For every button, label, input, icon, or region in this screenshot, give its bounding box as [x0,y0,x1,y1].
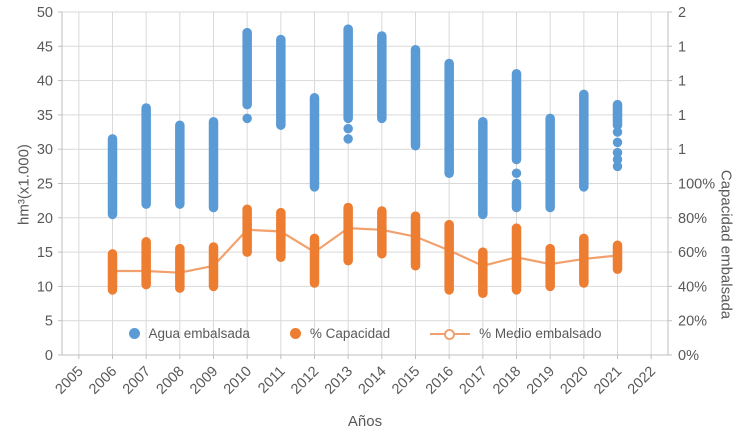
right-tick-label: 100% [678,177,715,193]
x-tick-label: 2020 [558,364,592,398]
agua-embalsada-point [343,123,353,134]
x-tick-label: 2021 [591,364,625,398]
left-tick-label: 40 [37,74,53,90]
legend-label: % Capacidad [309,326,391,341]
legend-dot-marker [289,328,301,339]
left-tick-label: 5 [45,314,53,330]
legend-item-pct-capacidad: % Capacidad [289,326,391,341]
x-tick-label: 2017 [457,364,491,398]
left-tick-label: 30 [37,142,53,158]
legend: Agua embalsada % Capacidad % Medio embalsa… [62,326,668,341]
agua-embalsada-point [612,161,623,172]
right-tick-label: 40% [678,279,707,295]
x-tick-label: 2014 [356,364,390,398]
x-tick-label: 2012 [288,364,322,398]
right-tick-label: 1 [678,39,686,55]
legend-item-agua-embalsada: Agua embalsada [128,326,250,341]
x-tick-label: 2007 [120,364,154,398]
left-tick-label: 10 [37,279,53,295]
x-tick-label: 2006 [86,364,120,398]
agua-embalsada-point [612,127,623,137]
right-tick-label: 2 [678,5,686,21]
agua-embalsada-point [511,168,522,178]
x-tick-label: 2016 [423,364,457,398]
left-tick-label: 20 [37,211,53,227]
x-tick-label: 2008 [154,364,188,398]
right-tick-label: 1 [678,108,686,124]
left-tick-label: 35 [37,108,53,124]
agua-embalsada-point [612,137,623,148]
right-tick-label: 20% [678,314,707,330]
x-tick-label: 2009 [187,364,221,398]
agua-embalsada-point [242,113,252,124]
left-axis-title: hm³(x1.000) [15,144,33,225]
agua-embalsada-point [612,154,623,165]
legend-item-pct-medio-embalsado: % Medio embalsado [430,326,601,341]
right-tick-label: 1 [678,74,686,90]
agua-embalsada-point [612,147,623,158]
x-tick-label: 2010 [221,364,255,398]
right-tick-label: 1 [678,142,686,158]
right-tick-label: 60% [678,245,707,261]
x-tick-label: 2019 [524,364,558,398]
left-tick-label: 45 [37,39,53,55]
pct-medio-embalsado-line [112,226,618,274]
x-tick-label: 2005 [53,364,87,398]
x-axis-title: Años [347,413,383,430]
right-axis-title: Capacidad embalsada [717,169,735,320]
legend-label: Agua embalsada [148,326,250,341]
legend-line-circle-marker [430,328,471,340]
x-tick-label: 2018 [490,364,524,398]
x-tick-label: 2015 [389,364,423,398]
x-tick-label: 2022 [625,364,659,398]
left-tick-label: 25 [37,177,53,193]
right-tick-label: 80% [678,211,707,227]
x-tick-label: 2011 [255,364,288,397]
x-tick-label: 2013 [322,364,356,398]
left-tick-label: 15 [37,245,53,261]
legend-label: % Medio embalsado [479,326,602,341]
left-tick-label: 0 [45,348,53,364]
legend-open-circle [444,328,456,340]
legend-dot-marker [128,328,140,339]
agua-embalsada-point [343,134,353,144]
left-tick-label: 50 [37,5,53,21]
right-tick-label: 0% [678,348,699,364]
